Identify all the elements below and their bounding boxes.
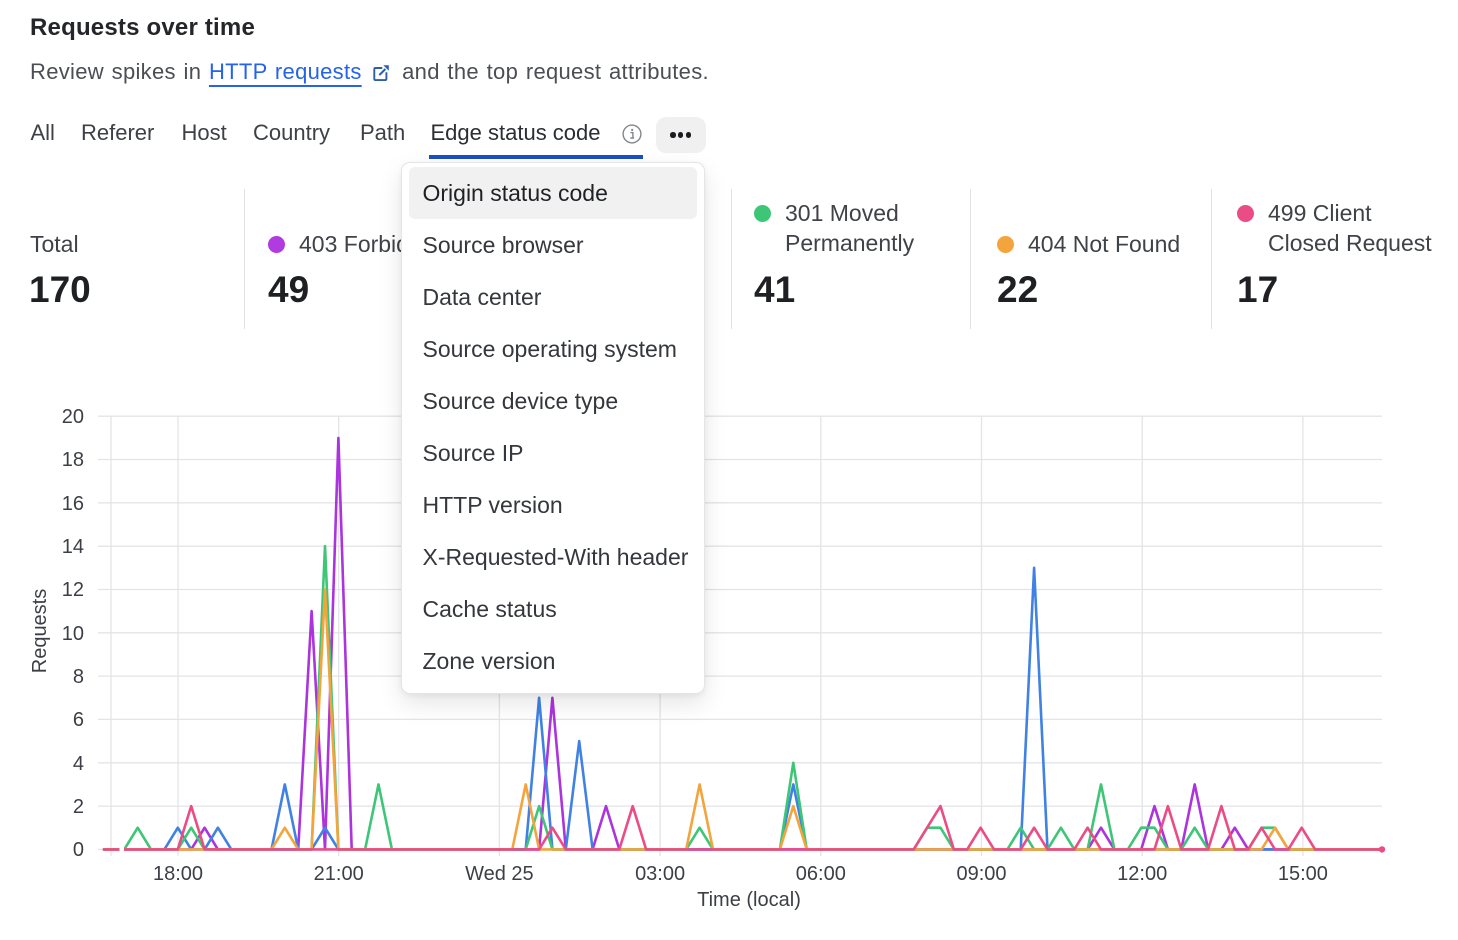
svg-text:12:00: 12:00	[1117, 863, 1167, 885]
svg-text:4: 4	[73, 753, 84, 775]
svg-text:Time (local): Time (local)	[697, 889, 801, 911]
svg-text:2: 2	[73, 796, 84, 818]
svg-text:20: 20	[62, 406, 84, 428]
svg-text:8: 8	[73, 666, 84, 688]
svg-text:18: 18	[62, 449, 84, 471]
svg-text:15:00: 15:00	[1278, 863, 1328, 885]
svg-text:0: 0	[73, 839, 84, 861]
svg-text:10: 10	[62, 623, 84, 645]
svg-text:09:00: 09:00	[956, 863, 1006, 885]
svg-text:12: 12	[62, 579, 84, 601]
svg-text:21:00: 21:00	[314, 863, 364, 885]
svg-text:18:00: 18:00	[153, 863, 203, 885]
svg-text:Requests: Requests	[29, 589, 51, 674]
svg-text:6: 6	[73, 709, 84, 731]
svg-text:14: 14	[62, 536, 84, 558]
svg-text:Wed 25: Wed 25	[465, 863, 534, 885]
svg-text:06:00: 06:00	[796, 863, 846, 885]
svg-text:03:00: 03:00	[635, 863, 685, 885]
svg-text:16: 16	[62, 493, 84, 515]
